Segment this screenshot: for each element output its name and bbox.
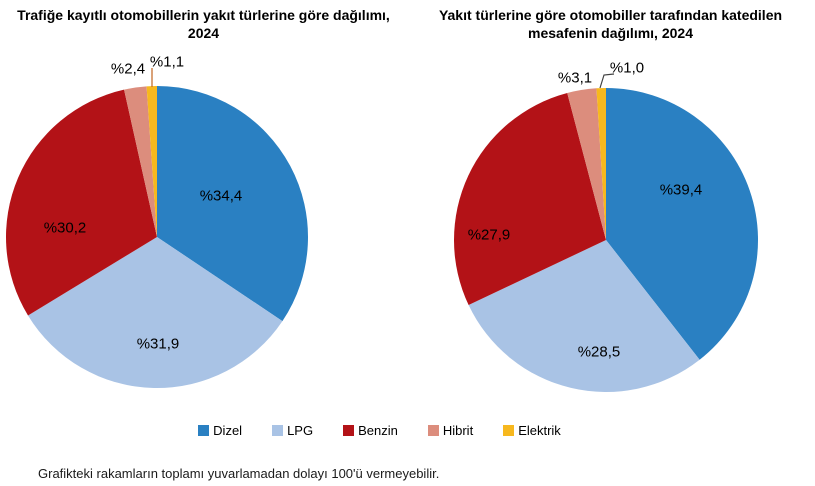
pie-value-label-dizel: %34,4 bbox=[200, 188, 243, 205]
legend-label: LPG bbox=[287, 422, 314, 438]
pie-slice-elektrik bbox=[596, 88, 606, 240]
pie-slice-lpg bbox=[28, 237, 283, 389]
pie-value-label-hibrit: %3,1 bbox=[558, 70, 592, 87]
pie-slice-hibrit bbox=[567, 88, 606, 240]
pie-slice-hibrit bbox=[124, 86, 157, 237]
pie-slice-benzin bbox=[454, 93, 606, 305]
legend-item-dizel: Dizel bbox=[198, 423, 242, 438]
pie-value-label-elektrik: %1,1 bbox=[150, 54, 184, 71]
legend-swatch-benzin bbox=[343, 424, 355, 436]
chart-distance-travelled: Yakıt türlerine göre otomobiller tarafın… bbox=[407, 0, 814, 400]
legend: Dizel LPG Benzin Hibrit Elektrik bbox=[0, 422, 759, 438]
legend-swatch-lpg bbox=[272, 424, 284, 436]
legend-item-elektrik: Elektrik bbox=[503, 423, 561, 438]
chart-title-left: Trafiğe kayıtlı otomobillerin yakıt türl… bbox=[17, 7, 390, 41]
legend-swatch-hibrit bbox=[427, 424, 439, 436]
pie-chart-registered-cars: %34,4 %31,9 %30,2 %2,4 %1,1 bbox=[5, 54, 309, 389]
legend-item-hibrit: Hibrit bbox=[427, 422, 474, 438]
pie-slice-lpg bbox=[468, 240, 700, 393]
charts-row: Trafiğe kayıtlı otomobillerin yakıt türl… bbox=[0, 0, 814, 400]
chart-registered-cars: Trafiğe kayıtlı otomobillerin yakıt türl… bbox=[0, 0, 407, 400]
pie-slice-dizel bbox=[606, 88, 759, 360]
pie-value-label-lpg: %31,9 bbox=[137, 336, 180, 353]
pie-slice-benzin bbox=[5, 89, 157, 316]
pie-slice-elektrik bbox=[146, 86, 157, 237]
pie-value-label-hibrit: %2,4 bbox=[111, 61, 145, 78]
legend-item-benzin: Benzin bbox=[343, 423, 398, 438]
pie-value-label-benzin: %30,2 bbox=[44, 220, 87, 237]
legend-label: Elektrik bbox=[518, 422, 561, 438]
pie-value-label-benzin: %27,9 bbox=[468, 227, 511, 244]
pie-value-label-dizel: %39,4 bbox=[660, 182, 703, 199]
pie-value-label-elektrik: %1,0 bbox=[610, 60, 644, 77]
legend-label: Dizel bbox=[213, 422, 243, 438]
footnote: Grafikteki rakamların toplamı yuvarlamad… bbox=[38, 466, 440, 481]
pie-chart-distance-travelled: %39,4 %28,5 %27,9 %3,1 %1,0 bbox=[454, 60, 759, 393]
label-leader-line bbox=[599, 73, 615, 89]
legend-swatch-dizel bbox=[198, 424, 210, 436]
legend-swatch-elektrik bbox=[503, 424, 515, 436]
pie-slice-dizel bbox=[157, 86, 309, 322]
legend-item-lpg: LPG bbox=[272, 423, 313, 438]
pie-value-label-lpg: %28,5 bbox=[578, 344, 621, 361]
legend-label: Hibrit bbox=[442, 422, 474, 438]
chart-title-right: Yakıt türlerine göre otomobiller tarafın… bbox=[438, 7, 783, 41]
legend-label: Benzin bbox=[358, 422, 398, 438]
